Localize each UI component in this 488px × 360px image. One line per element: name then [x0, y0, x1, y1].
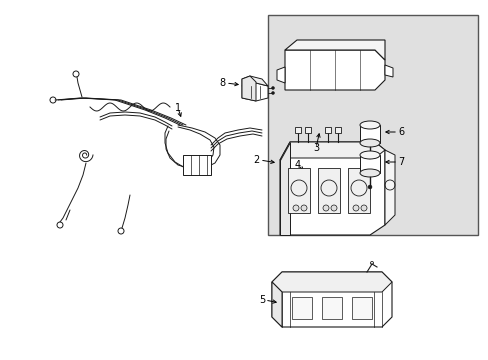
Bar — [325, 127, 330, 133]
Circle shape — [352, 205, 358, 211]
Bar — [317, 168, 339, 213]
Polygon shape — [280, 142, 289, 235]
Bar — [183, 155, 210, 175]
Polygon shape — [276, 67, 285, 83]
Text: 4: 4 — [294, 160, 301, 170]
Polygon shape — [384, 150, 394, 225]
Polygon shape — [285, 40, 384, 60]
Ellipse shape — [359, 121, 379, 129]
Text: 3: 3 — [312, 143, 318, 153]
Ellipse shape — [359, 139, 379, 147]
Text: 1: 1 — [175, 103, 181, 113]
Bar — [291, 297, 311, 319]
Bar — [359, 155, 379, 173]
Bar — [267, 15, 477, 235]
Bar — [359, 125, 379, 143]
Polygon shape — [242, 76, 267, 86]
Circle shape — [271, 91, 274, 94]
Ellipse shape — [359, 169, 379, 177]
Circle shape — [323, 205, 328, 211]
Polygon shape — [280, 142, 384, 160]
Ellipse shape — [359, 151, 379, 159]
Bar — [305, 127, 310, 133]
Circle shape — [271, 86, 274, 90]
Bar — [321, 297, 341, 319]
Polygon shape — [271, 272, 391, 327]
Text: 7: 7 — [397, 157, 404, 167]
Circle shape — [367, 155, 371, 159]
Polygon shape — [285, 50, 384, 90]
Polygon shape — [384, 65, 392, 77]
Polygon shape — [271, 272, 391, 292]
Bar — [287, 168, 309, 213]
Circle shape — [367, 185, 371, 189]
Circle shape — [292, 205, 298, 211]
Circle shape — [330, 205, 336, 211]
Text: 5: 5 — [258, 295, 264, 305]
Polygon shape — [242, 76, 256, 101]
Text: 8: 8 — [220, 78, 225, 88]
Bar — [294, 127, 301, 133]
Polygon shape — [242, 83, 267, 101]
Circle shape — [360, 205, 366, 211]
Bar — [347, 168, 369, 213]
Polygon shape — [280, 142, 384, 235]
Text: 6: 6 — [397, 127, 403, 137]
Bar — [351, 297, 371, 319]
Circle shape — [301, 205, 306, 211]
Polygon shape — [271, 282, 282, 327]
Bar — [334, 127, 340, 133]
Text: 2: 2 — [253, 155, 260, 165]
